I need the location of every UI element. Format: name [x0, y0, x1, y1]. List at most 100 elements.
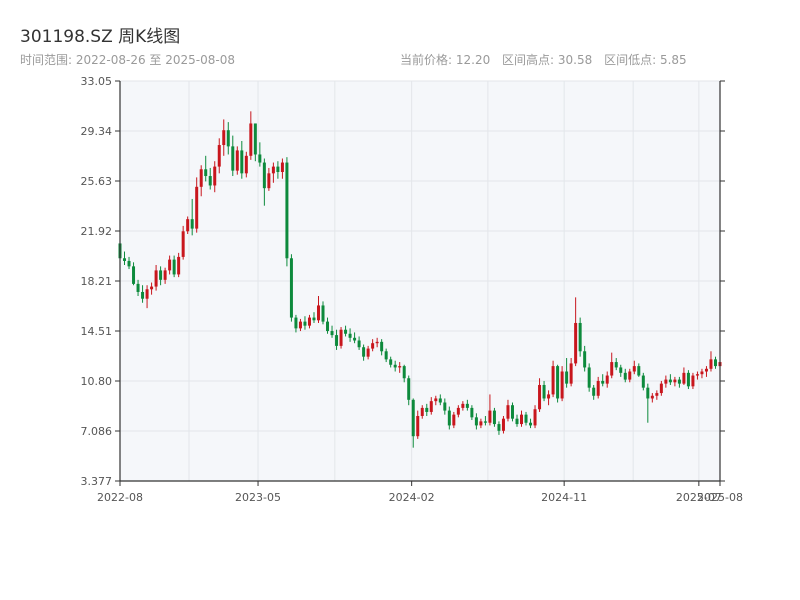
candle — [474, 413, 478, 430]
candle-body — [204, 169, 208, 177]
candle-body — [371, 343, 375, 349]
candle-body — [425, 407, 429, 412]
candle — [294, 314, 298, 333]
candle-body — [578, 322, 582, 352]
candle-body — [470, 407, 474, 418]
candle — [443, 398, 447, 415]
x-tick-label: 2022-08 — [97, 491, 143, 504]
candle-body — [560, 371, 564, 399]
candle — [375, 337, 379, 348]
candle-body — [307, 317, 311, 326]
candle-body — [479, 421, 483, 426]
candle-body — [596, 380, 600, 396]
candle — [664, 375, 668, 388]
candle-body — [132, 266, 136, 284]
candle — [619, 364, 623, 377]
candle-body — [316, 305, 320, 321]
candle — [240, 140, 244, 179]
candle-body — [691, 375, 695, 387]
candle — [515, 414, 519, 427]
candle-body — [673, 379, 677, 383]
candle-body — [501, 418, 505, 431]
candle-body — [520, 414, 524, 425]
candle-body — [429, 401, 433, 412]
x-tick-label: 2025-07 — [676, 491, 722, 504]
candle — [258, 142, 262, 167]
candle-body — [542, 384, 546, 399]
candle — [538, 378, 542, 412]
candle-body — [434, 398, 438, 402]
candle — [163, 267, 167, 284]
candle — [280, 158, 284, 179]
candle — [501, 415, 505, 434]
candle — [168, 255, 172, 275]
candle-body — [326, 321, 330, 332]
candle-body — [321, 305, 325, 322]
candle — [691, 372, 695, 390]
candle — [420, 405, 424, 419]
candle-body — [312, 317, 316, 321]
candle-body — [416, 415, 420, 437]
candle — [565, 358, 569, 388]
candle — [344, 325, 348, 337]
candle-body — [465, 403, 469, 408]
candle-body — [524, 414, 528, 423]
candle-body — [438, 398, 442, 403]
candle-body — [565, 371, 569, 384]
candle — [339, 327, 343, 349]
candle-body — [123, 258, 127, 261]
candle-body — [628, 371, 632, 380]
candle — [330, 325, 334, 338]
candle-body — [145, 289, 149, 299]
candle — [700, 368, 704, 379]
candle — [686, 370, 690, 390]
candle — [520, 410, 524, 427]
candle-body — [497, 424, 501, 431]
candle — [529, 418, 533, 429]
candle — [592, 384, 596, 400]
candle — [393, 360, 397, 372]
candle-body — [235, 150, 239, 171]
candle — [199, 165, 203, 197]
candle-body — [226, 130, 230, 147]
candle-body — [163, 270, 167, 280]
candle — [637, 363, 641, 377]
candle — [479, 418, 483, 429]
candle — [204, 155, 208, 182]
candle — [276, 161, 280, 179]
candle-body — [298, 321, 302, 329]
candle — [172, 255, 176, 278]
candle — [668, 374, 672, 385]
candle — [713, 356, 717, 369]
candle — [425, 403, 429, 416]
candle — [646, 383, 650, 423]
candle — [244, 151, 248, 178]
candle — [488, 394, 492, 426]
y-tick-label: 25.63 — [81, 175, 113, 188]
candle-body — [623, 372, 627, 380]
candle — [398, 362, 402, 373]
candle — [438, 394, 442, 406]
candle-body — [569, 363, 573, 384]
candle-body — [280, 162, 284, 172]
candle — [659, 380, 663, 396]
candle-body — [637, 366, 641, 376]
candle-body — [529, 422, 533, 426]
candle — [447, 406, 451, 430]
candle-body — [709, 359, 713, 369]
candle — [312, 312, 316, 323]
candle — [695, 371, 699, 380]
candle — [353, 332, 357, 344]
candle — [235, 146, 239, 175]
date-range-label: 时间范围: 2022-08-26 至 2025-08-08 — [20, 53, 235, 67]
candle-body — [407, 378, 411, 400]
candle-body — [704, 368, 708, 372]
candle-body — [353, 337, 357, 341]
candle-body — [190, 219, 194, 229]
candle-body — [141, 291, 145, 299]
candle — [655, 390, 659, 400]
candle — [465, 399, 469, 411]
candle-body — [159, 270, 163, 280]
candle — [641, 372, 645, 391]
